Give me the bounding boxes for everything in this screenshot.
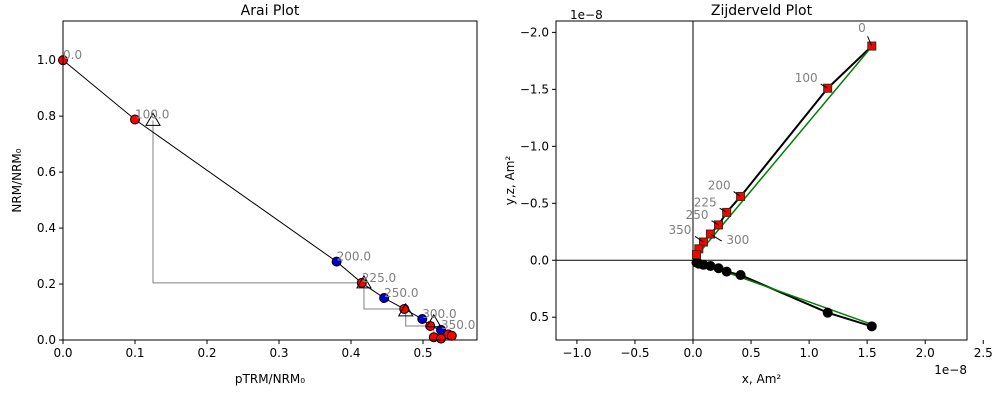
z-point bbox=[866, 321, 877, 332]
point-label: 350 bbox=[669, 223, 692, 237]
y-tick-label: 0.5 bbox=[530, 310, 549, 324]
point-label: 250 bbox=[686, 208, 709, 222]
chart-title: Zijderveld Plot bbox=[711, 3, 813, 19]
x-tick-label: 1.0 bbox=[800, 346, 819, 360]
point-label: 225.0 bbox=[362, 271, 396, 285]
y-point bbox=[691, 250, 701, 260]
y-tick-label: 1.0 bbox=[37, 53, 56, 67]
z-point bbox=[735, 270, 746, 281]
label-leader bbox=[710, 233, 722, 242]
point-label: 100 bbox=[795, 71, 818, 85]
x-tick-label: 0.0 bbox=[683, 346, 702, 360]
y-tick-label: 0.8 bbox=[37, 109, 56, 123]
y-tick-label: 0.6 bbox=[37, 165, 56, 179]
ptrm-check bbox=[425, 313, 442, 328]
y-axis-label: NRM/NRM₀ bbox=[10, 148, 24, 212]
check-line bbox=[152, 120, 362, 284]
point-label: 200.0 bbox=[337, 250, 371, 264]
x-tick-label: 0.1 bbox=[125, 346, 144, 360]
y-axis-label: y,z, Am² bbox=[503, 156, 517, 206]
data-point bbox=[130, 114, 140, 125]
point-label: 0.0 bbox=[63, 48, 82, 62]
label-leader bbox=[820, 83, 828, 89]
y-tick-label: 0.0 bbox=[37, 333, 56, 347]
x-tick-label: −0.5 bbox=[620, 346, 649, 360]
x-axis-label: x, Am² bbox=[742, 372, 782, 386]
y-tick-label: −2.0 bbox=[520, 25, 549, 39]
point-label: 300.0 bbox=[422, 307, 456, 321]
point-label: 250.0 bbox=[384, 286, 418, 300]
y-tick-label: −0.5 bbox=[520, 196, 549, 210]
data-point bbox=[446, 330, 457, 341]
ptrm-check bbox=[356, 274, 372, 289]
ptrm-check bbox=[145, 112, 161, 126]
data-point bbox=[331, 256, 342, 267]
x-tick-label: −1.0 bbox=[562, 346, 591, 360]
x-tick-label: 0.5 bbox=[742, 346, 761, 360]
label-leader bbox=[867, 36, 873, 47]
point-label: 225 bbox=[694, 195, 717, 209]
y-tick-label: 0.4 bbox=[37, 221, 56, 235]
y-offset-label: 1e−8 bbox=[570, 8, 603, 22]
check-line bbox=[363, 282, 405, 310]
x-tick-label: 0.0 bbox=[53, 346, 72, 360]
x-offset-label: 1e−8 bbox=[934, 363, 967, 377]
data-point bbox=[417, 314, 428, 325]
data-point bbox=[436, 333, 446, 344]
point-label: 0 bbox=[858, 21, 866, 35]
x-axis-label: pTRM/NRM₀ bbox=[235, 372, 305, 386]
y-tick-label: −1.5 bbox=[520, 82, 549, 96]
x-tick-label: 0.4 bbox=[341, 346, 360, 360]
z-point bbox=[691, 257, 702, 268]
point-label: 100.0 bbox=[135, 107, 169, 121]
ptrm-check bbox=[397, 302, 414, 317]
x-tick-label: 2.5 bbox=[974, 346, 993, 360]
y-tick-label: 0.0 bbox=[530, 253, 549, 267]
point-label: 200 bbox=[708, 178, 731, 192]
point-label: 300 bbox=[726, 233, 749, 247]
x-tick-label: 0.5 bbox=[413, 346, 432, 360]
axes-frame bbox=[62, 20, 478, 341]
point-label: 350.0 bbox=[441, 318, 475, 332]
label-leader bbox=[711, 220, 719, 226]
y-tick-label: 0.2 bbox=[37, 277, 56, 291]
label-leader bbox=[733, 191, 741, 197]
fit-line-y bbox=[692, 43, 875, 261]
z-point bbox=[822, 307, 833, 318]
x-tick-label: 0.2 bbox=[197, 346, 216, 360]
axes-frame bbox=[555, 20, 968, 341]
data-point bbox=[379, 293, 390, 304]
z-point bbox=[713, 263, 724, 274]
chart-title: Arai Plot bbox=[241, 3, 300, 19]
label-leader bbox=[694, 236, 704, 243]
x-tick-label: 2.0 bbox=[916, 346, 935, 360]
y-tick-label: −1.0 bbox=[520, 139, 549, 153]
label-leader bbox=[719, 207, 727, 213]
x-tick-label: 0.3 bbox=[269, 346, 288, 360]
x-tick-label: 1.5 bbox=[858, 346, 877, 360]
